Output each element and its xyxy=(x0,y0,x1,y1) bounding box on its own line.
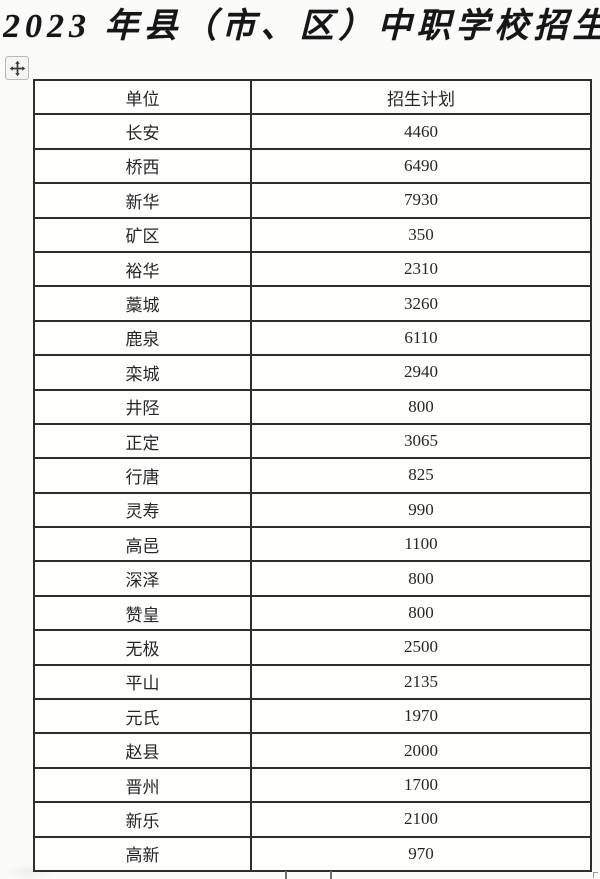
table-row: 井陉 800 xyxy=(33,388,592,425)
unit-cell: 无极 xyxy=(33,629,252,666)
next-table-stub-line xyxy=(285,871,287,879)
unit-cell: 正定 xyxy=(33,422,252,460)
unit-cell: 新乐 xyxy=(33,801,252,838)
plan-cell: 2940 xyxy=(250,354,592,391)
unit-cell: 行唐 xyxy=(33,457,252,494)
next-table-stub-line xyxy=(330,871,332,879)
unit-cell: 矿区 xyxy=(33,216,252,253)
plan-cell: 990 xyxy=(250,491,592,529)
plan-cell: 1700 xyxy=(250,766,592,804)
unit-cell: 晋州 xyxy=(33,766,252,804)
document-title: 2023 年县（市、区）中职学校招生计划 xyxy=(3,8,600,45)
table-row: 元氏 1970 xyxy=(33,698,592,735)
unit-cell: 赵县 xyxy=(33,732,252,769)
table-row: 鹿泉 6110 xyxy=(33,319,592,357)
plan-cell: 2310 xyxy=(250,250,592,288)
table-row: 栾城 2940 xyxy=(33,354,592,391)
unit-cell: 赞皇 xyxy=(33,594,252,632)
plan-cell: 800 xyxy=(250,594,592,632)
move-cross-icon xyxy=(9,60,26,77)
table-row: 深泽 800 xyxy=(33,560,592,597)
plan-cell: 2100 xyxy=(250,801,592,838)
table-row: 高新 970 xyxy=(33,835,592,872)
unit-cell: 元氏 xyxy=(33,698,252,735)
table-row: 裕华 2310 xyxy=(33,250,592,288)
unit-cell: 平山 xyxy=(33,663,252,701)
table-row: 藁城 3260 xyxy=(33,285,592,322)
plan-cell: 6110 xyxy=(250,319,592,357)
table-row: 新乐 2100 xyxy=(33,801,592,838)
table-row: 矿区 350 xyxy=(33,216,592,253)
next-table-edge-mark xyxy=(593,872,598,878)
unit-cell: 裕华 xyxy=(33,250,252,288)
table-row: 长安 4460 xyxy=(33,113,592,150)
table-row: 赵县 2000 xyxy=(33,732,592,769)
column-header-plan: 招生计划 xyxy=(250,78,592,116)
enrollment-table: 单位 招生计划 长安 4460 桥西 6490 新华 7930 矿区 350 裕… xyxy=(33,78,592,872)
table-row: 赞皇 800 xyxy=(33,594,592,632)
unit-cell: 鹿泉 xyxy=(33,319,252,357)
plan-cell: 3260 xyxy=(250,285,592,322)
unit-cell: 长安 xyxy=(33,113,252,150)
unit-cell: 井陉 xyxy=(33,388,252,425)
table-header-row: 单位 招生计划 xyxy=(33,78,592,116)
unit-cell: 藁城 xyxy=(33,285,252,322)
plan-cell: 800 xyxy=(250,388,592,425)
unit-cell: 高新 xyxy=(33,835,252,872)
unit-cell: 高邑 xyxy=(33,526,252,563)
unit-cell: 桥西 xyxy=(33,147,252,185)
table-body: 长安 4460 桥西 6490 新华 7930 矿区 350 裕华 2310 藁… xyxy=(33,113,592,872)
table-row: 行唐 825 xyxy=(33,457,592,494)
unit-cell: 新华 xyxy=(33,182,252,219)
table-row: 正定 3065 xyxy=(33,422,592,460)
plan-cell: 4460 xyxy=(250,113,592,150)
plan-cell: 7930 xyxy=(250,182,592,219)
unit-cell: 深泽 xyxy=(33,560,252,597)
plan-cell: 970 xyxy=(250,835,592,872)
plan-cell: 825 xyxy=(250,457,592,494)
unit-cell: 栾城 xyxy=(33,354,252,391)
table-row: 新华 7930 xyxy=(33,182,592,219)
plan-cell: 6490 xyxy=(250,147,592,185)
unit-cell: 灵寿 xyxy=(33,491,252,529)
plan-cell: 2135 xyxy=(250,663,592,701)
plan-cell: 2500 xyxy=(250,629,592,666)
column-header-unit: 单位 xyxy=(33,78,252,116)
table-row: 桥西 6490 xyxy=(33,147,592,185)
table-move-handle[interactable] xyxy=(5,56,29,80)
table-row: 灵寿 990 xyxy=(33,491,592,529)
plan-cell: 1970 xyxy=(250,698,592,735)
plan-cell: 1100 xyxy=(250,526,592,563)
table-row: 平山 2135 xyxy=(33,663,592,701)
plan-cell: 3065 xyxy=(250,422,592,460)
plan-cell: 2000 xyxy=(250,732,592,769)
table-row: 高邑 1100 xyxy=(33,526,592,563)
table-row: 无极 2500 xyxy=(33,629,592,666)
plan-cell: 350 xyxy=(250,216,592,253)
plan-cell: 800 xyxy=(250,560,592,597)
table-row: 晋州 1700 xyxy=(33,766,592,804)
